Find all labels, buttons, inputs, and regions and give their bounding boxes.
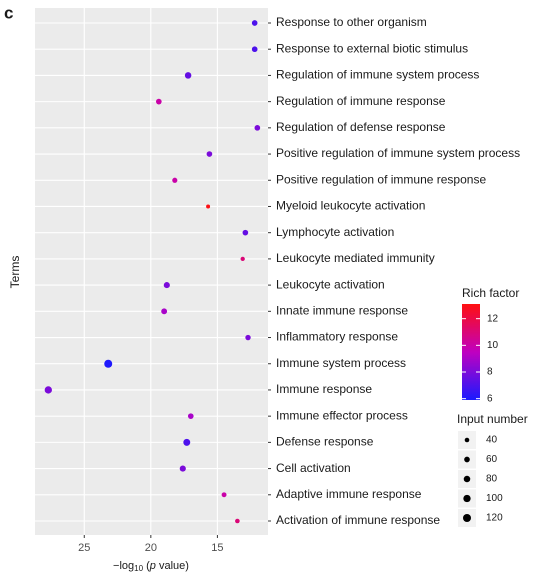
point [155, 98, 162, 105]
colorbar-tick-label: 12 [487, 313, 499, 324]
size-key-label: 120 [486, 513, 503, 524]
point [251, 20, 258, 26]
y-tick-label: Leukocyte activation [276, 277, 385, 291]
y-tick-label: Immune effector process [276, 408, 408, 422]
point [254, 125, 261, 131]
point [187, 413, 194, 419]
x-tick-label: 20 [145, 542, 157, 554]
y-tick-label: Regulation of immune response [276, 94, 446, 108]
point [206, 204, 211, 209]
point [206, 151, 213, 157]
size-key [463, 475, 471, 483]
y-tick-label: Immune response [276, 382, 372, 396]
colorbar [462, 304, 480, 400]
point [163, 282, 170, 289]
colorbar-tick-label: 6 [487, 393, 493, 404]
size-key-label: 100 [486, 493, 503, 504]
colorbar-tick-label: 8 [487, 367, 493, 378]
y-tick-label: Immune system process [276, 356, 406, 370]
size-key-label: 60 [486, 454, 498, 465]
size-key [464, 456, 470, 463]
y-tick-label: Positive regulation of immune system pro… [276, 146, 520, 160]
plot-background [35, 8, 268, 535]
point [235, 518, 240, 524]
size-key-label: 80 [486, 474, 498, 485]
y-tick-label: Inflammatory response [276, 330, 398, 344]
colorbar-tick-label: 10 [487, 340, 499, 351]
point [183, 438, 191, 446]
size-key-label: 40 [486, 435, 498, 446]
y-tick-label: Adaptive immune response [276, 487, 422, 501]
y-axis-title: Terms [8, 256, 22, 289]
y-tick-label: Activation of immune response [276, 513, 440, 527]
point [161, 308, 168, 315]
point [172, 177, 178, 183]
size-key [463, 494, 471, 503]
y-tick-label: Leukocyte mediated immunity [276, 251, 435, 265]
point [104, 359, 113, 368]
size-key [464, 437, 470, 443]
y-tick-label: Response to other organism [276, 15, 427, 29]
point [245, 334, 251, 341]
point [184, 72, 192, 79]
point [44, 386, 52, 394]
panel-label: c [4, 3, 13, 22]
y-tick-label: Myeloid leukocyte activation [276, 199, 425, 213]
x-axis-title: −log10 (p value) [113, 560, 189, 573]
color-legend-title: Rich factor [462, 286, 519, 300]
y-tick-label: Response to external biotic stimulus [276, 41, 468, 55]
y-tick-label: Regulation of immune system process [276, 68, 479, 82]
y-tick-label: Positive regulation of immune response [276, 172, 486, 186]
x-title-prefix: −log [113, 560, 134, 572]
point [221, 492, 227, 498]
y-tick-label: Regulation of defense response [276, 120, 446, 134]
y-tick-label: Defense response [276, 435, 374, 449]
x-title-sub: 10 [134, 564, 143, 573]
y-tick-label: Cell activation [276, 461, 351, 475]
size-key [463, 514, 471, 522]
x-title-close: value) [156, 560, 189, 572]
size-legend-title: Input number [457, 412, 528, 426]
x-title-open: ( [143, 560, 150, 572]
y-tick-label: Lymphocyte activation [276, 225, 394, 239]
y-tick-label: Innate immune response [276, 303, 408, 317]
x-tick-label: 25 [78, 542, 90, 554]
point [242, 229, 249, 236]
point [240, 256, 245, 262]
point [251, 46, 258, 53]
x-title-italic: p [149, 560, 156, 572]
x-tick-label: 15 [211, 542, 223, 554]
point [179, 465, 186, 472]
